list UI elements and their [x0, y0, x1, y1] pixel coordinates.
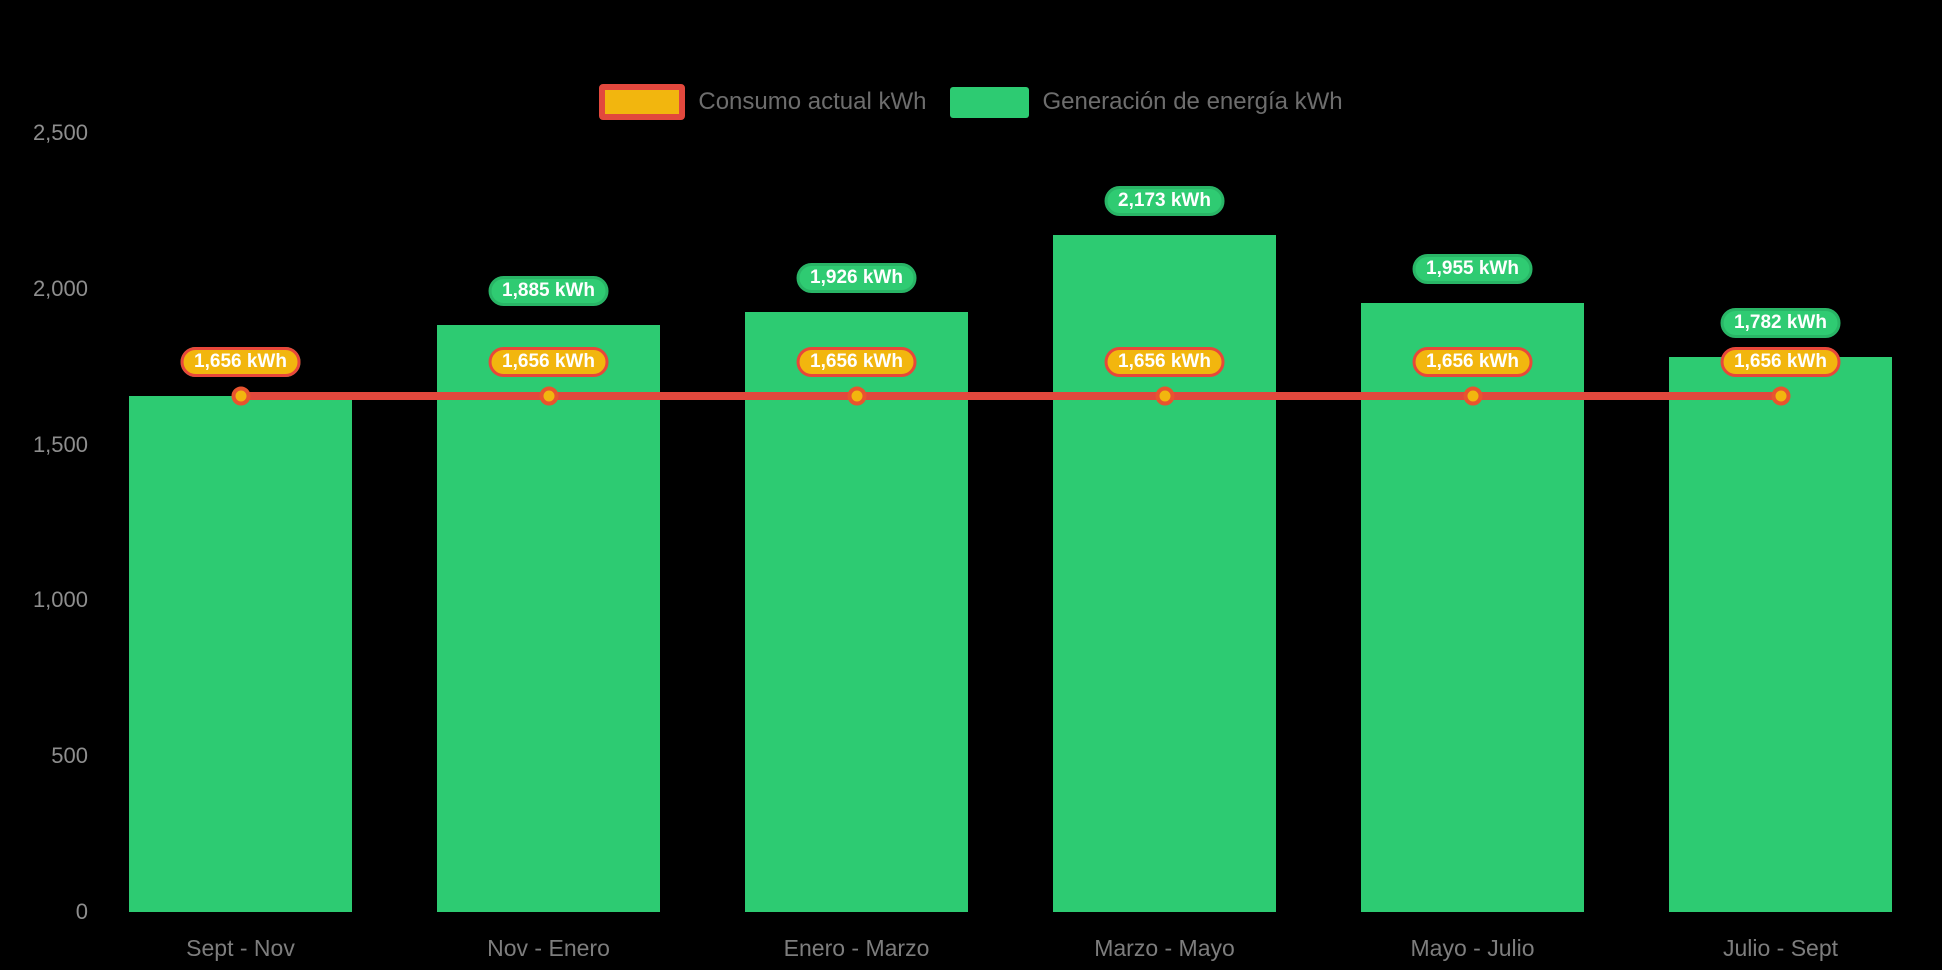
generation-value-badge: 2,173 kWh	[1104, 185, 1225, 216]
x-axis-label: Mayo - Julio	[1410, 935, 1535, 961]
generation-bar[interactable]	[1669, 356, 1892, 912]
legend-swatch-generacion-icon	[950, 86, 1030, 118]
consumption-point[interactable]	[1463, 386, 1482, 406]
consumption-value-badge: 1,656 kWh	[1104, 346, 1225, 377]
generation-value-badge: 1,885 kWh	[488, 275, 609, 306]
generation-bar[interactable]	[437, 324, 660, 912]
y-axis-label: 500	[51, 743, 88, 769]
generation-bar[interactable]	[129, 395, 352, 912]
legend-item-generacion[interactable]: Generación de energía kWh	[950, 86, 1343, 118]
generation-value-badge: 1,955 kWh	[1412, 253, 1533, 284]
y-axis-label: 2,500	[32, 120, 88, 145]
consumption-line[interactable]	[240, 391, 1781, 400]
consumption-value-badge: 1,656 kWh	[1412, 346, 1533, 377]
generation-bar[interactable]	[745, 311, 968, 912]
y-axis-label: 0	[75, 899, 88, 924]
legend: Consumo actual kWh Generación de energía…	[0, 84, 1942, 120]
legend-label-generacion: Generación de energía kWh	[1042, 88, 1343, 115]
y-axis-label: 2,000	[32, 275, 88, 301]
consumption-point[interactable]	[1155, 386, 1174, 406]
generation-value-badge: 1,926 kWh	[796, 262, 917, 293]
consumption-value-badge: 1,656 kWh	[180, 346, 301, 377]
generation-value-badge: 1,782 kWh	[1720, 307, 1841, 338]
consumption-point[interactable]	[1771, 386, 1790, 406]
x-axis-label: Marzo - Mayo	[1094, 935, 1235, 961]
consumption-value-badge: 1,656 kWh	[488, 346, 609, 377]
consumption-point[interactable]	[539, 386, 558, 406]
legend-item-consumo[interactable]: Consumo actual kWh	[599, 84, 926, 120]
consumption-value-badge: 1,656 kWh	[796, 346, 917, 377]
x-axis-label: Julio - Sept	[1722, 935, 1839, 961]
consumption-value-badge: 1,656 kWh	[1720, 346, 1841, 377]
y-axis-label: 1,000	[32, 587, 88, 613]
x-axis-label: Enero - Marzo	[783, 935, 930, 961]
y-axis-label: 1,500	[32, 431, 88, 457]
generation-bar[interactable]	[1053, 234, 1276, 912]
consumption-point[interactable]	[231, 386, 250, 406]
legend-label-consumo: Consumo actual kWh	[698, 88, 927, 115]
consumption-point[interactable]	[847, 386, 866, 406]
x-axis-label: Nov - Enero	[487, 935, 610, 961]
x-axis-label: Sept - Nov	[186, 935, 295, 961]
legend-swatch-consumo-icon	[599, 84, 686, 120]
